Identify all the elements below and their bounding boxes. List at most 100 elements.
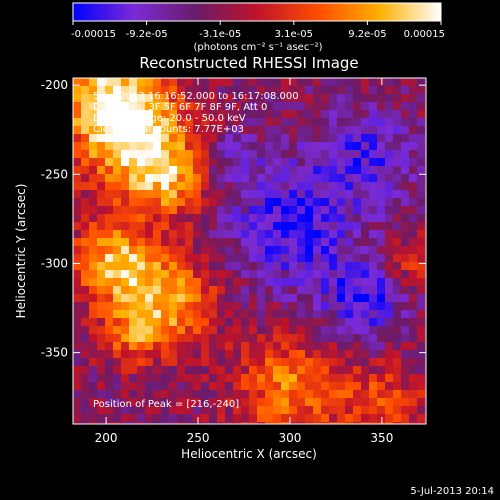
heatmap-cell bbox=[393, 166, 402, 175]
heatmap-cell bbox=[185, 350, 194, 359]
heatmap-cell bbox=[233, 78, 242, 87]
heatmap-cell bbox=[385, 422, 394, 424]
heatmap-cell bbox=[241, 190, 250, 199]
heatmap-cell bbox=[417, 382, 426, 391]
heatmap-cell bbox=[385, 110, 394, 119]
heatmap-cell bbox=[257, 134, 266, 143]
heatmap-cell bbox=[225, 382, 234, 391]
heatmap-cell bbox=[81, 366, 90, 375]
heatmap-cell bbox=[353, 126, 362, 135]
heatmap-cell bbox=[177, 102, 186, 111]
heatmap-cell bbox=[153, 398, 162, 407]
heatmap-cell bbox=[265, 358, 274, 367]
heatmap-cell bbox=[353, 118, 362, 127]
heatmap-cell bbox=[169, 150, 178, 159]
heatmap-cell bbox=[257, 382, 266, 391]
heatmap-cell bbox=[113, 78, 122, 87]
heatmap-cell bbox=[401, 174, 410, 183]
heatmap-cell bbox=[121, 230, 130, 239]
heatmap-cell bbox=[161, 414, 170, 423]
heatmap-cell bbox=[409, 230, 418, 239]
heatmap-cell bbox=[409, 302, 418, 311]
heatmap-cell bbox=[97, 278, 106, 287]
heatmap-cell bbox=[169, 302, 178, 311]
heatmap-cell bbox=[225, 262, 234, 271]
heatmap-cell bbox=[169, 294, 178, 303]
heatmap-cell bbox=[353, 310, 362, 319]
heatmap-cell bbox=[273, 206, 282, 215]
heatmap-cell bbox=[257, 262, 266, 271]
heatmap-cell bbox=[121, 158, 130, 167]
heatmap-cell bbox=[153, 190, 162, 199]
heatmap-cell bbox=[337, 390, 346, 399]
heatmap-cell bbox=[321, 102, 330, 111]
heatmap-cell bbox=[313, 326, 322, 335]
heatmap-cell bbox=[233, 406, 242, 415]
heatmap-cell bbox=[321, 134, 330, 143]
heatmap-cell bbox=[153, 198, 162, 207]
heatmap-cell bbox=[105, 278, 114, 287]
heatmap-cell bbox=[257, 214, 266, 223]
heatmap-cell bbox=[97, 262, 106, 271]
heatmap-cell bbox=[81, 134, 90, 143]
heatmap-cell bbox=[169, 174, 178, 183]
heatmap-cell bbox=[161, 198, 170, 207]
heatmap-cell bbox=[377, 398, 386, 407]
heatmap-cell bbox=[185, 254, 194, 263]
heatmap-cell bbox=[137, 254, 146, 263]
x-tick-label: 250 bbox=[187, 431, 210, 445]
heatmap-cell bbox=[273, 86, 282, 95]
heatmap-cell bbox=[185, 182, 194, 191]
heatmap-cell bbox=[121, 182, 130, 191]
heatmap-cell bbox=[345, 254, 354, 263]
heatmap-cell bbox=[209, 342, 218, 351]
heatmap-cell bbox=[257, 414, 266, 423]
heatmap-cell bbox=[297, 174, 306, 183]
heatmap-cell bbox=[417, 262, 426, 271]
heatmap-cell bbox=[361, 350, 370, 359]
heatmap-cell bbox=[273, 126, 282, 135]
heatmap-cell bbox=[401, 230, 410, 239]
heatmap-cell bbox=[137, 270, 146, 279]
heatmap-cell bbox=[89, 214, 98, 223]
heatmap-cell bbox=[361, 294, 370, 303]
heatmap-cell bbox=[105, 294, 114, 303]
heatmap-cell bbox=[329, 398, 338, 407]
heatmap-cell bbox=[201, 318, 210, 327]
heatmap-cell bbox=[97, 134, 106, 143]
heatmap-cell bbox=[81, 198, 90, 207]
heatmap-cell bbox=[249, 286, 258, 295]
heatmap-cell bbox=[321, 342, 330, 351]
heatmap-cell bbox=[409, 318, 418, 327]
heatmap-cell bbox=[233, 310, 242, 319]
heatmap-cell bbox=[161, 126, 170, 135]
heatmap-cell bbox=[369, 206, 378, 215]
heatmap-cell bbox=[153, 166, 162, 175]
heatmap-cell bbox=[337, 310, 346, 319]
heatmap-cell bbox=[377, 422, 386, 424]
heatmap-cell bbox=[73, 182, 82, 191]
heatmap-cell bbox=[369, 382, 378, 391]
heatmap-cell bbox=[289, 374, 298, 383]
heatmap-cell bbox=[209, 422, 218, 424]
heatmap-cell bbox=[401, 134, 410, 143]
heatmap-cell bbox=[385, 222, 394, 231]
heatmap-cell bbox=[113, 350, 122, 359]
heatmap-cell bbox=[241, 246, 250, 255]
heatmap-cell bbox=[321, 358, 330, 367]
heatmap-cell bbox=[369, 142, 378, 151]
heatmap-cell bbox=[73, 302, 82, 311]
heatmap-cell bbox=[241, 230, 250, 239]
heatmap-cell bbox=[225, 182, 234, 191]
heatmap-cell bbox=[361, 382, 370, 391]
heatmap-cell bbox=[121, 214, 130, 223]
heatmap-cell bbox=[185, 126, 194, 135]
heatmap-cell bbox=[129, 150, 138, 159]
heatmap-cell bbox=[337, 294, 346, 303]
heatmap-cell bbox=[297, 86, 306, 95]
heatmap-cell bbox=[297, 342, 306, 351]
heatmap-cell bbox=[169, 278, 178, 287]
heatmap-cell bbox=[281, 286, 290, 295]
heatmap-cell bbox=[89, 254, 98, 263]
heatmap-cell bbox=[361, 398, 370, 407]
